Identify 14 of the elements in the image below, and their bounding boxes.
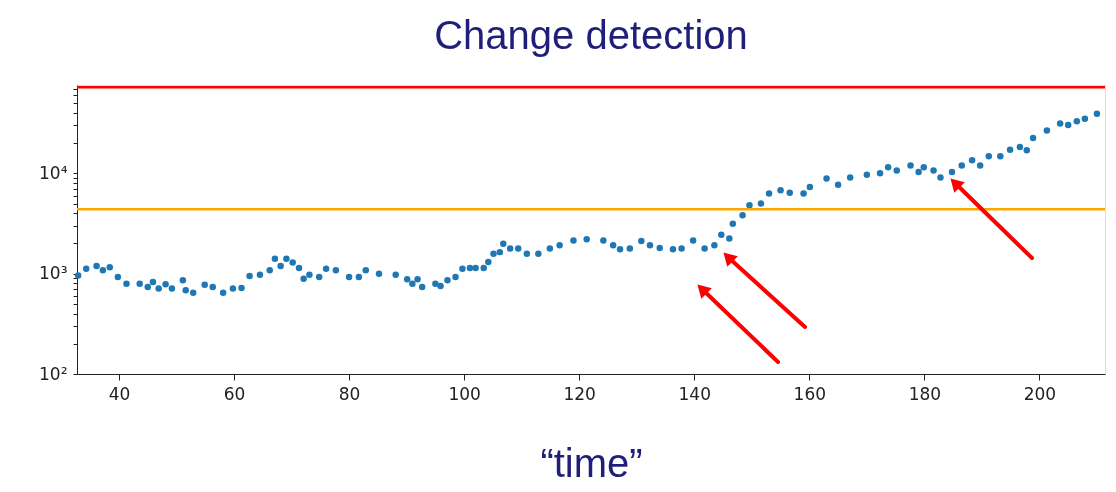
- x-tick-label: 60: [223, 383, 246, 404]
- y-tick-label: 10⁴: [39, 162, 68, 183]
- x-tick-label: 200: [1023, 383, 1057, 404]
- chart-title: Change detection: [434, 13, 748, 57]
- x-tick-label: 80: [338, 383, 361, 404]
- y-tick-label: 10³: [39, 263, 68, 284]
- x-tick-label: 140: [678, 383, 711, 404]
- x-tick-label: 120: [563, 383, 596, 404]
- y-tick-label: 10²: [39, 363, 68, 384]
- x-tick-label: 160: [793, 383, 827, 404]
- x-tick-label: 180: [908, 383, 942, 404]
- x-axis-title: “time”: [540, 440, 643, 485]
- x-tick-label: 40: [108, 383, 131, 404]
- x-tick-label: 100: [448, 383, 481, 404]
